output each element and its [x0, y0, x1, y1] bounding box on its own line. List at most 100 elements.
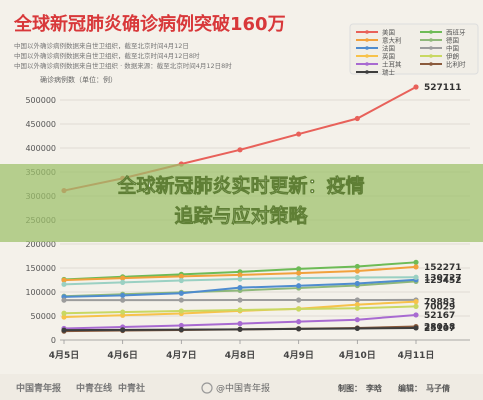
overlay-line-2: 追踪与应对策略	[174, 204, 308, 227]
data-point	[354, 280, 360, 287]
data-point	[120, 275, 126, 281]
y-tick-label: 100000	[25, 288, 56, 297]
end-value-label: 25107	[424, 324, 455, 334]
series-lines	[61, 84, 419, 334]
data-point	[296, 326, 302, 332]
legend-swatch-dot	[429, 62, 433, 66]
legend-swatch-dot	[429, 54, 433, 58]
x-tick-label: 4月5日	[49, 350, 80, 361]
weibo-handle: @中国青年报	[216, 382, 270, 394]
data-point	[413, 274, 419, 280]
data-point	[237, 321, 243, 327]
data-point	[61, 297, 67, 303]
legend-label: 德国	[446, 36, 459, 45]
data-point	[120, 297, 126, 303]
data-point	[354, 297, 360, 303]
legend-swatch-dot	[429, 38, 433, 42]
data-point	[61, 310, 67, 316]
data-point	[354, 305, 360, 311]
data-point	[354, 263, 360, 270]
legend-swatch-dot	[365, 62, 369, 66]
legend-label: 土耳其	[382, 60, 402, 69]
overlay-band	[0, 164, 483, 242]
source-note-2: 中国以外确诊病例数据来自世卫组织，截至北京时间4月12日8时	[14, 51, 200, 60]
footer-bar	[0, 374, 483, 400]
data-point	[237, 326, 243, 332]
x-tick-label: 4月10日	[339, 350, 376, 361]
legend-label: 瑞士	[382, 68, 396, 77]
end-value-label: 152271	[424, 263, 462, 273]
y-tick-label: 0	[51, 336, 56, 345]
y-axis-title: 确诊病例数（单位：例）	[40, 75, 117, 84]
legend-swatch-dot	[429, 30, 433, 34]
x-tick-label: 4月8日	[225, 350, 256, 361]
data-point	[178, 322, 184, 329]
legend-label: 意大利	[382, 36, 402, 45]
data-point	[178, 327, 184, 333]
end-value-label: 70029	[424, 302, 455, 312]
legend-label: 美国	[382, 28, 395, 37]
data-point	[237, 147, 243, 153]
data-point	[296, 266, 302, 272]
data-point	[296, 131, 302, 137]
data-point	[296, 283, 302, 289]
legend-swatch-dot	[365, 46, 369, 50]
data-point	[354, 301, 360, 308]
end-value-label: 125452	[424, 276, 462, 286]
legend-swatch-dot	[365, 54, 369, 58]
data-point	[178, 308, 184, 314]
editor-name: 马子倩	[426, 383, 450, 393]
data-point	[120, 292, 126, 299]
y-tick-label: 450000	[25, 120, 56, 129]
data-point	[354, 274, 360, 281]
data-point	[120, 279, 126, 285]
data-point	[413, 264, 419, 270]
data-point	[354, 115, 360, 122]
footer-logo-2: 中青在线	[76, 382, 112, 394]
end-value-label: 79883	[424, 298, 455, 308]
weibo-icon	[201, 382, 213, 394]
data-point	[178, 277, 184, 284]
data-point	[413, 84, 419, 90]
source-note-3: 中国以外确诊病例数据来自世卫组织 · 数据来源：截至北京时间4月12日8时	[14, 61, 232, 70]
data-point	[61, 327, 67, 333]
data-point	[237, 276, 243, 282]
data-point	[178, 297, 184, 303]
data-point	[178, 273, 184, 279]
data-point	[296, 270, 302, 276]
data-point	[237, 285, 243, 291]
legend-label: 中国	[446, 44, 459, 53]
data-point	[237, 297, 243, 303]
data-point	[354, 325, 360, 332]
legend-swatch-dot	[365, 30, 369, 34]
maker-label: 制图：	[338, 383, 362, 393]
legend-label: 西班牙	[446, 28, 466, 37]
end-value-label: 527111	[424, 83, 462, 93]
data-point	[296, 319, 302, 325]
data-point	[61, 277, 67, 283]
legend-swatch-dot	[365, 38, 369, 42]
overlay-line-1: 全球新冠肺炎实时更新：疫情	[116, 174, 364, 197]
data-point	[120, 309, 126, 315]
y-tick-label: 50000	[31, 312, 56, 321]
legend-label: 法国	[382, 44, 395, 53]
x-axis-ticks: 4月5日 4月6日 4月7日 4月8日 4月9日 4月10日 4月11日	[49, 339, 470, 361]
legend-label: 英国	[382, 52, 395, 61]
end-value-label: 28018	[424, 323, 455, 333]
footer-logo-3: 中青社	[118, 382, 145, 394]
y-tick-label: 400000	[25, 144, 56, 153]
source-note-1: 中国以外确诊病例数据来自世卫组织，截至北京时间4月12日	[14, 41, 189, 50]
data-point	[178, 290, 184, 296]
end-value-label: 130727	[424, 273, 462, 283]
y-tick-label: 200000	[25, 240, 56, 249]
legend-label: 比利时	[446, 60, 466, 69]
data-point	[354, 317, 360, 323]
data-point	[354, 268, 360, 274]
legend-box	[349, 23, 479, 75]
chart-title: 全球新冠肺炎确诊病例突破160万	[13, 13, 286, 35]
x-tick-label: 4月6日	[107, 350, 138, 361]
y-tick-label: 150000	[25, 264, 56, 273]
